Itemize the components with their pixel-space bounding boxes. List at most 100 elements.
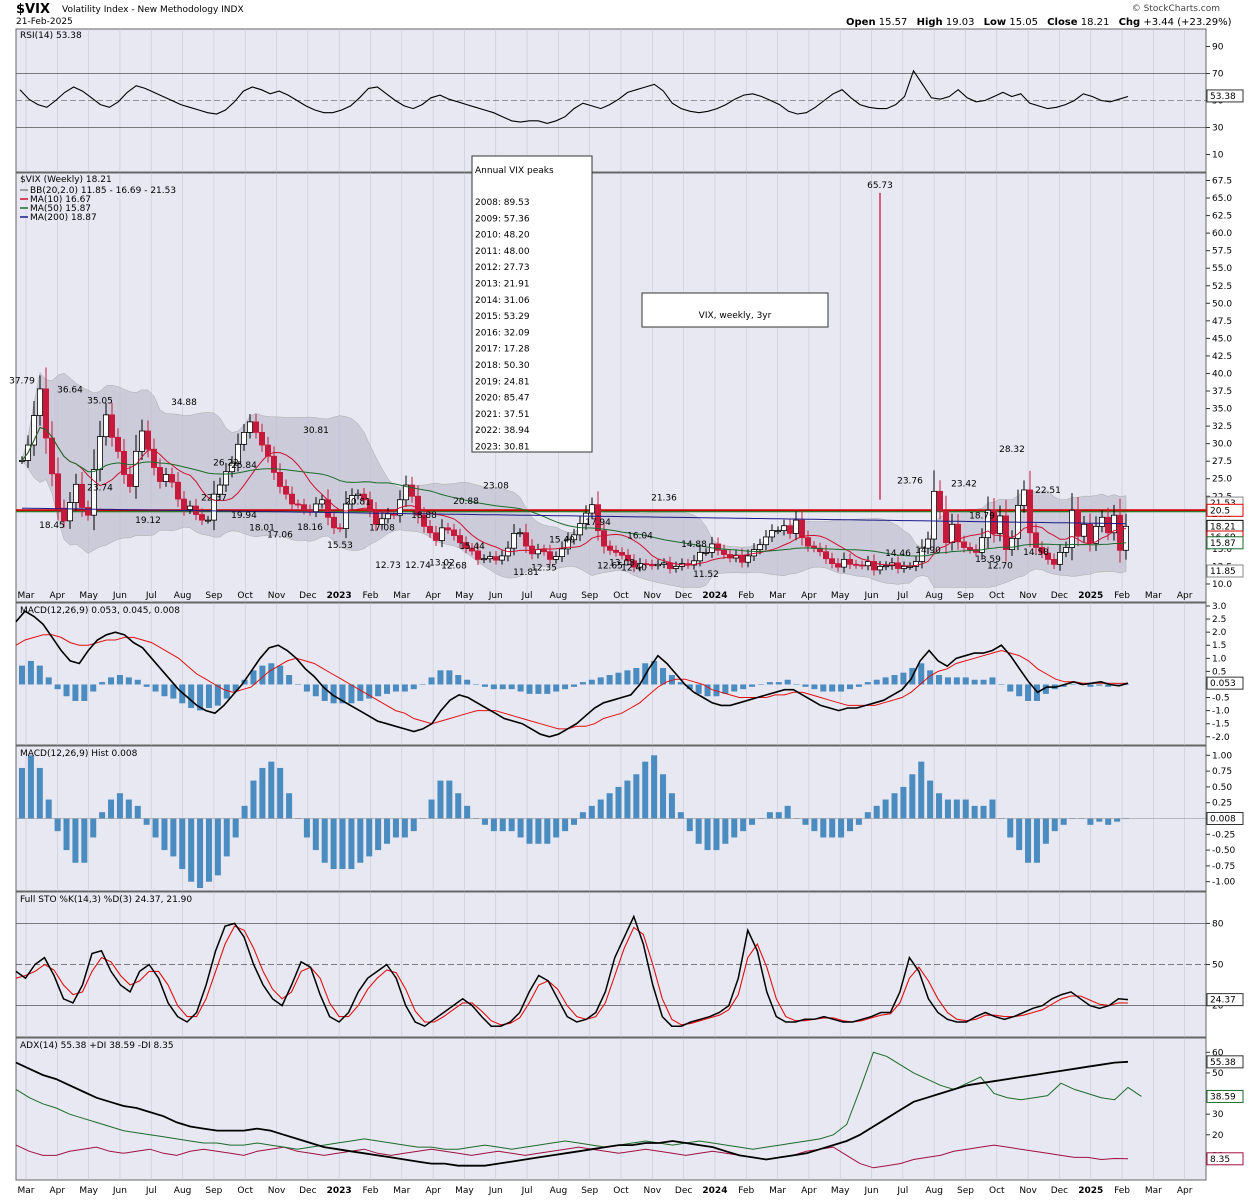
hist-bar (918, 761, 925, 819)
candle-body (360, 493, 367, 501)
price-annotation: 37.79 (9, 376, 35, 386)
price-annotation: 13.02 (429, 559, 455, 569)
candle-body (510, 533, 517, 549)
candle-body (547, 551, 554, 560)
hist-bar (775, 812, 782, 819)
big-label-box (641, 292, 829, 328)
adx-right-label-box (1206, 1152, 1244, 1166)
price-annotation: 14.46 (885, 549, 911, 559)
candle-body (312, 503, 319, 513)
candle-body (919, 547, 926, 562)
candle-body (601, 530, 608, 547)
y-tick-label: 32.5 (1212, 422, 1232, 432)
candle-body (1051, 559, 1058, 565)
hist-title: MACD(12,26,9) Hist 0.008 (20, 749, 138, 759)
candle-body (949, 523, 956, 543)
x-tick-label: Aug (550, 591, 568, 601)
x-tick-label: Jun (863, 591, 878, 601)
candle-body (67, 502, 74, 522)
candle-body (901, 566, 908, 569)
y-tick-label: 2.5 (1212, 615, 1226, 625)
hist-bar (695, 818, 702, 844)
candle-body (541, 549, 548, 553)
hist-bar (891, 793, 898, 819)
price-right-label: 11.85 (1210, 567, 1236, 577)
macd-hist-bar (464, 679, 471, 685)
macd-hist-bar (588, 679, 595, 685)
annual-peak-entry: 2016: 32.09 (475, 328, 530, 338)
candle-body (486, 556, 493, 560)
hist-bar (134, 805, 141, 819)
macd-hist-bar (740, 684, 747, 690)
macd-hist-bar (900, 672, 907, 685)
y-tick-label: 1.5 (1212, 641, 1226, 651)
candle-body (91, 469, 98, 516)
candle-body (979, 537, 986, 553)
price-annotation: 12.35 (531, 564, 557, 574)
price-annotation: 12.65 (597, 562, 623, 572)
macd-hist-bar (677, 682, 684, 685)
macd-hist-bar (312, 684, 319, 697)
hist-bar (277, 767, 284, 819)
hist-bar (348, 818, 355, 870)
x-tick-label: May (831, 1186, 850, 1196)
x-tick-label: Apr (801, 1186, 817, 1196)
macd-hist-bar (330, 684, 337, 704)
candle-body (252, 421, 259, 433)
hist-bar (651, 755, 658, 819)
x-tick-label: Mar (18, 1186, 35, 1196)
y-tick-label: 55.0 (1212, 264, 1232, 274)
hist-bar (882, 799, 889, 819)
candle-body (829, 558, 836, 565)
candle-body (73, 483, 80, 503)
close-value: 18.21 (1080, 17, 1110, 28)
price-annotation: 12.73 (375, 561, 401, 571)
hist-bar (54, 818, 61, 832)
macd-hist-bar (428, 677, 435, 685)
x-tick-label: Mar (1145, 591, 1162, 601)
price-right-label-box (1206, 564, 1244, 578)
hist-bar (606, 793, 613, 819)
y-tick-label: 60 (1212, 1048, 1224, 1058)
candle-body (216, 484, 223, 495)
hist-bar (731, 818, 738, 838)
hist-bar (713, 818, 720, 851)
candle-body (168, 474, 175, 483)
candle-body (907, 566, 914, 568)
candle-body (697, 551, 704, 562)
candle-body (1117, 514, 1124, 551)
macd-hist-bar (1087, 684, 1094, 687)
macd-hist-bar (384, 684, 391, 694)
macd-hist-bar (820, 684, 827, 692)
x-tick-label: Oct (237, 591, 253, 601)
macd-current-value-box (1206, 676, 1244, 690)
x-tick-label: Jul (145, 1186, 157, 1196)
annual-peaks-box (471, 155, 593, 453)
candle-body (55, 473, 62, 509)
price-annotation: 15.40 (549, 536, 575, 546)
y-tick-label: 20 (1212, 1002, 1224, 1012)
price-right-label: 20.5 (1210, 506, 1230, 516)
candle-body (228, 462, 235, 473)
macd-hist-bar (544, 684, 551, 694)
candle-body (673, 566, 680, 569)
hist-bar (571, 818, 577, 825)
y-tick-label: -0.5 (1212, 694, 1230, 704)
candle-body (517, 532, 524, 535)
candle-body (643, 563, 650, 566)
big-label: VIX, weekly, 3yr (699, 311, 772, 321)
candle-body (931, 490, 938, 540)
hist-bar (205, 818, 212, 882)
macd-hist-bar (1042, 684, 1049, 694)
candle-body (444, 527, 451, 531)
x-tick-label: Apr (1177, 1186, 1193, 1196)
hist-bar (749, 818, 756, 825)
candle-body (132, 450, 139, 487)
hist-bar (392, 818, 399, 838)
hist-bar (27, 755, 34, 819)
macd-hist-bar (918, 663, 925, 685)
macd-hist-bar (303, 684, 310, 692)
rsi-title: RSI(14) 53.38 (20, 31, 82, 41)
hist-bar (286, 793, 293, 819)
y-tick-label: 0.50 (1212, 783, 1232, 793)
